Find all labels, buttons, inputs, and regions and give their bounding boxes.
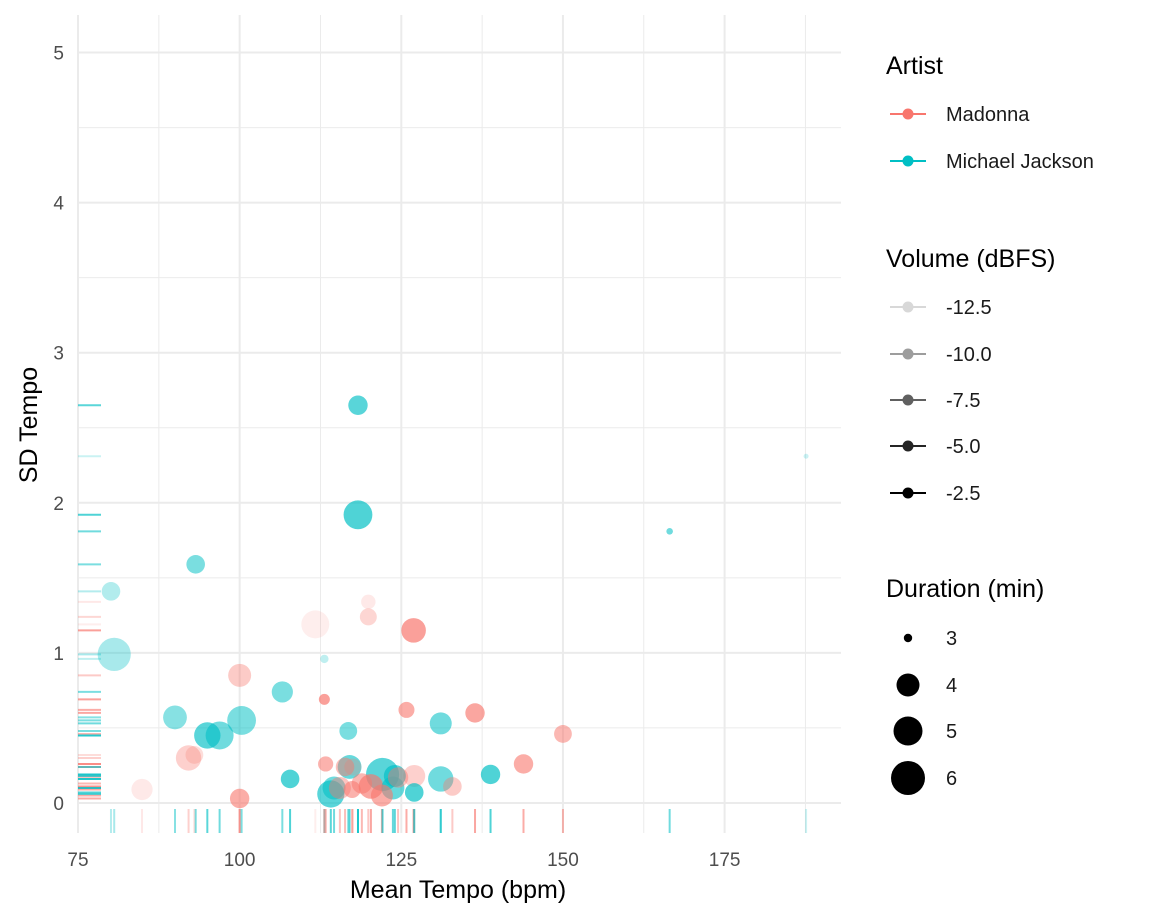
legend-label-volume: -2.5 <box>946 483 980 505</box>
point-michael-jackson <box>97 637 131 671</box>
y-axis-title: SD Tempo <box>15 367 43 483</box>
legend-volume-item <box>890 348 926 360</box>
point-madonna <box>343 780 361 798</box>
point-michael-jackson <box>348 395 368 415</box>
point-michael-jackson <box>163 705 187 730</box>
point-michael-jackson <box>320 654 329 664</box>
y-tick-label: 2 <box>53 494 64 515</box>
point-michael-jackson <box>404 783 424 802</box>
point-michael-jackson <box>343 500 373 530</box>
point-madonna <box>398 701 415 718</box>
point-madonna <box>465 703 485 723</box>
point-michael-jackson <box>480 764 501 785</box>
legend-label-volume: -10.0 <box>946 344 992 366</box>
x-tick-label: 150 <box>547 850 579 871</box>
legend-key-dot <box>902 440 914 452</box>
legend-label-duration: 6 <box>946 768 957 790</box>
legend-size-dot <box>896 673 920 697</box>
legend-volume: Volume (dBFS) -12.5 -10.0 -7.5 -5.0 -2.5 <box>886 245 1056 505</box>
legend-volume-title: Volume (dBFS) <box>886 245 1056 273</box>
point-madonna <box>175 745 202 771</box>
y-tick-label: 4 <box>53 194 64 215</box>
point-madonna <box>344 758 362 776</box>
legend-key-dot <box>902 155 914 167</box>
point-madonna <box>229 788 250 809</box>
x-tick-label: 125 <box>385 850 417 871</box>
point-michael-jackson <box>322 776 346 800</box>
legend-key-dot <box>902 394 914 406</box>
point-michael-jackson <box>429 712 452 735</box>
legend-artist: Artist Madonna Michael Jackson <box>886 52 1094 173</box>
point-michael-jackson <box>339 722 358 740</box>
legend-key-dot <box>902 487 914 499</box>
point-madonna <box>370 784 393 807</box>
point-madonna <box>554 725 572 743</box>
legend-volume-item <box>890 487 926 499</box>
legend-volume-item <box>890 301 926 313</box>
point-michael-jackson <box>803 453 809 459</box>
point-madonna <box>335 757 355 777</box>
point-madonna <box>403 764 426 787</box>
point-michael-jackson <box>101 582 121 601</box>
legend-volume-item <box>890 394 926 406</box>
legend-label-michael-jackson: Michael Jackson <box>946 151 1094 173</box>
legend-key-dot <box>902 348 914 360</box>
legend-key-dot <box>902 108 914 120</box>
point-michael-jackson <box>666 528 673 535</box>
point-madonna <box>401 618 426 643</box>
legend-duration: Duration (min) 3 4 5 6 <box>886 575 1044 795</box>
point-madonna <box>318 693 330 705</box>
legend-label-duration: 4 <box>946 675 957 697</box>
data-points <box>97 395 809 809</box>
legend-label-volume: -7.5 <box>946 390 980 412</box>
legend-label-duration: 5 <box>946 721 957 743</box>
y-tick-label: 0 <box>53 794 64 815</box>
point-michael-jackson <box>428 766 454 792</box>
point-madonna <box>228 663 252 687</box>
legend-artist-michael-jackson: Michael Jackson <box>890 151 1094 173</box>
legend-key-dot <box>902 301 914 313</box>
legend-label-volume: -5.0 <box>946 436 980 458</box>
rug-marks <box>78 404 808 833</box>
y-tick-label: 1 <box>53 644 64 665</box>
point-madonna <box>387 767 409 788</box>
legend-size-dot <box>903 633 913 643</box>
point-madonna <box>361 594 376 610</box>
point-michael-jackson <box>227 706 256 735</box>
legend-artist-madonna: Madonna <box>890 104 1030 126</box>
point-madonna <box>185 746 204 764</box>
point-madonna <box>131 778 153 801</box>
point-michael-jackson <box>186 555 205 574</box>
point-madonna <box>513 754 534 774</box>
point-madonna <box>318 756 334 772</box>
point-madonna <box>359 608 377 626</box>
x-tick-label: 175 <box>709 850 741 871</box>
point-michael-jackson <box>194 722 221 749</box>
grid-lines <box>77 15 841 833</box>
point-michael-jackson <box>280 769 300 789</box>
point-madonna <box>301 610 330 639</box>
point-madonna <box>443 777 462 796</box>
point-michael-jackson <box>271 681 293 703</box>
legend-label-duration: 3 <box>946 628 957 650</box>
legend-duration-title: Duration (min) <box>886 575 1044 603</box>
legend-artist-title: Artist <box>886 52 943 80</box>
x-axis-title: Mean Tempo (bpm) <box>350 876 566 904</box>
axis-ticks: 75 100 125 150 175 0 1 2 3 4 5 <box>53 44 740 871</box>
x-tick-label: 75 <box>67 850 88 871</box>
legend-size-dot <box>891 761 925 795</box>
y-tick-label: 5 <box>53 44 64 65</box>
y-tick-label: 3 <box>53 344 64 365</box>
legend-label-madonna: Madonna <box>946 104 1030 126</box>
point-michael-jackson <box>337 755 362 779</box>
legend-volume-item <box>890 440 926 452</box>
point-michael-jackson <box>383 764 406 787</box>
legend-label-volume: -12.5 <box>946 297 992 319</box>
legend-size-dot <box>893 716 923 746</box>
x-tick-label: 100 <box>224 850 256 871</box>
